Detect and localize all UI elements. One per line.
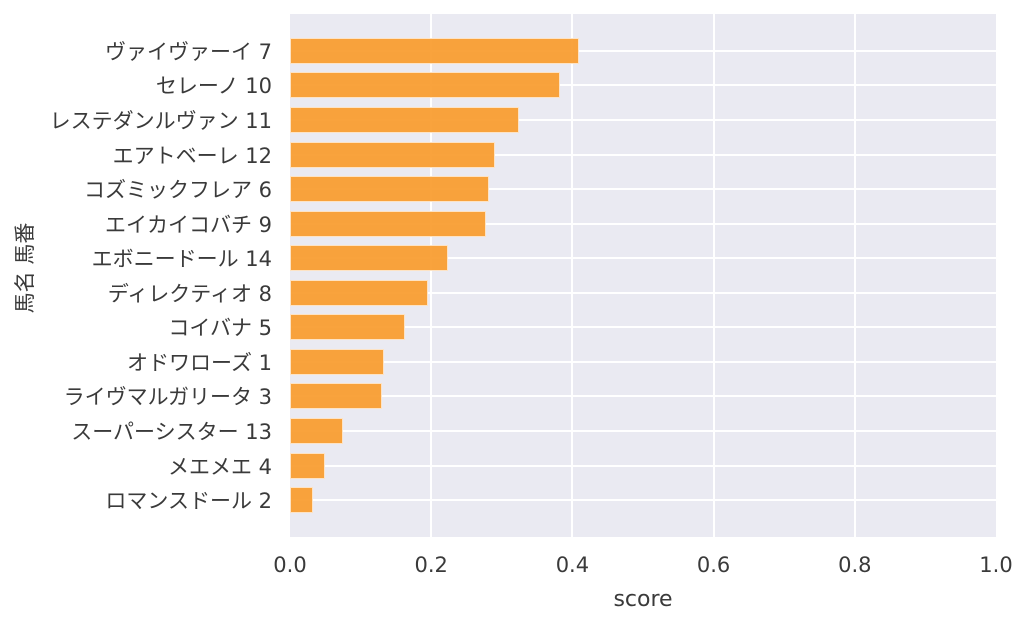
gridline-horizontal [290,49,996,52]
bar [290,348,384,375]
y-tick-label: ヴァイヴァーイ 7 [104,39,272,64]
x-tick-label: 1.0 [979,553,1013,577]
bar [290,176,490,203]
x-tick-label: 0.4 [555,553,590,577]
gridline-horizontal [290,326,996,329]
bar-rows [290,14,996,537]
gridline-horizontal [290,188,996,191]
bar [290,107,519,134]
bar [290,314,406,341]
bar [290,37,580,64]
gridline-horizontal [290,395,996,398]
gridline-horizontal [290,499,996,502]
bar-row [290,310,996,345]
gridline-vertical [571,14,574,537]
x-tick-label: 0.2 [414,553,448,577]
bar [290,417,343,444]
gridline-horizontal [290,429,996,432]
bar-row [290,241,996,276]
y-tick-label: メエメエ 4 [167,454,272,479]
bar-row [290,103,996,138]
gridline-horizontal [290,257,996,260]
bar [290,210,486,237]
x-tick-label: 0.0 [273,553,307,577]
bar-row [290,448,996,483]
y-tick-label: オドワローズ 1 [127,350,272,375]
y-tick-label: スーパーシスター 13 [71,419,272,444]
gridline-vertical [430,14,433,537]
gridline-vertical [853,14,856,537]
bar-row [290,137,996,172]
y-tick-label: ディレクティオ 8 [107,281,272,306]
gridline-horizontal [290,222,996,225]
y-tick-label: コズミックフレア 6 [83,178,272,203]
gridline-horizontal [290,291,996,294]
bar-row [290,276,996,311]
bar-row [290,379,996,414]
bar [290,452,326,479]
bar [290,245,449,272]
gridline-horizontal [290,84,996,87]
bar-row [290,206,996,241]
bar-row [290,172,996,207]
y-tick-label: コイバナ 5 [168,316,272,341]
gridline-horizontal [290,119,996,122]
plot-area [290,14,996,537]
gridline-horizontal [290,360,996,363]
y-tick-label: ロマンスドール 2 [105,489,272,514]
bar-row [290,414,996,449]
bar [290,487,313,514]
gridline-vertical [712,14,715,537]
gridline-horizontal [290,464,996,467]
x-tick-labels: 0.0 0.2 0.4 0.6 0.8 1.0 [273,552,1012,578]
gridline-horizontal [290,153,996,156]
bar [290,383,382,410]
y-tick-label: エアトベーレ 12 [112,143,272,168]
y-tick-label: エボニードール 14 [91,247,272,272]
bar-row [290,68,996,103]
y-tick-label: セレーノ 10 [155,74,272,99]
bar-row [290,345,996,380]
x-tick-label: 0.8 [838,553,872,577]
y-tick-label: ライヴマルガリータ 3 [63,385,272,410]
bar [290,141,496,168]
bar-row [290,34,996,69]
x-tick-label: 0.6 [696,553,731,577]
bar-row [290,483,996,518]
y-tick-label: エイカイコバチ 9 [104,212,272,237]
x-axis-title: score [613,587,673,612]
bar [290,279,428,306]
y-tick-labels: ヴァイヴァーイ 7 セレーノ 10 レステダンルヴァン 11 エアトベーレ 12 コズミ… [0,14,281,537]
bar [290,72,560,99]
y-tick-label: レステダンルヴァン 11 [49,109,272,134]
